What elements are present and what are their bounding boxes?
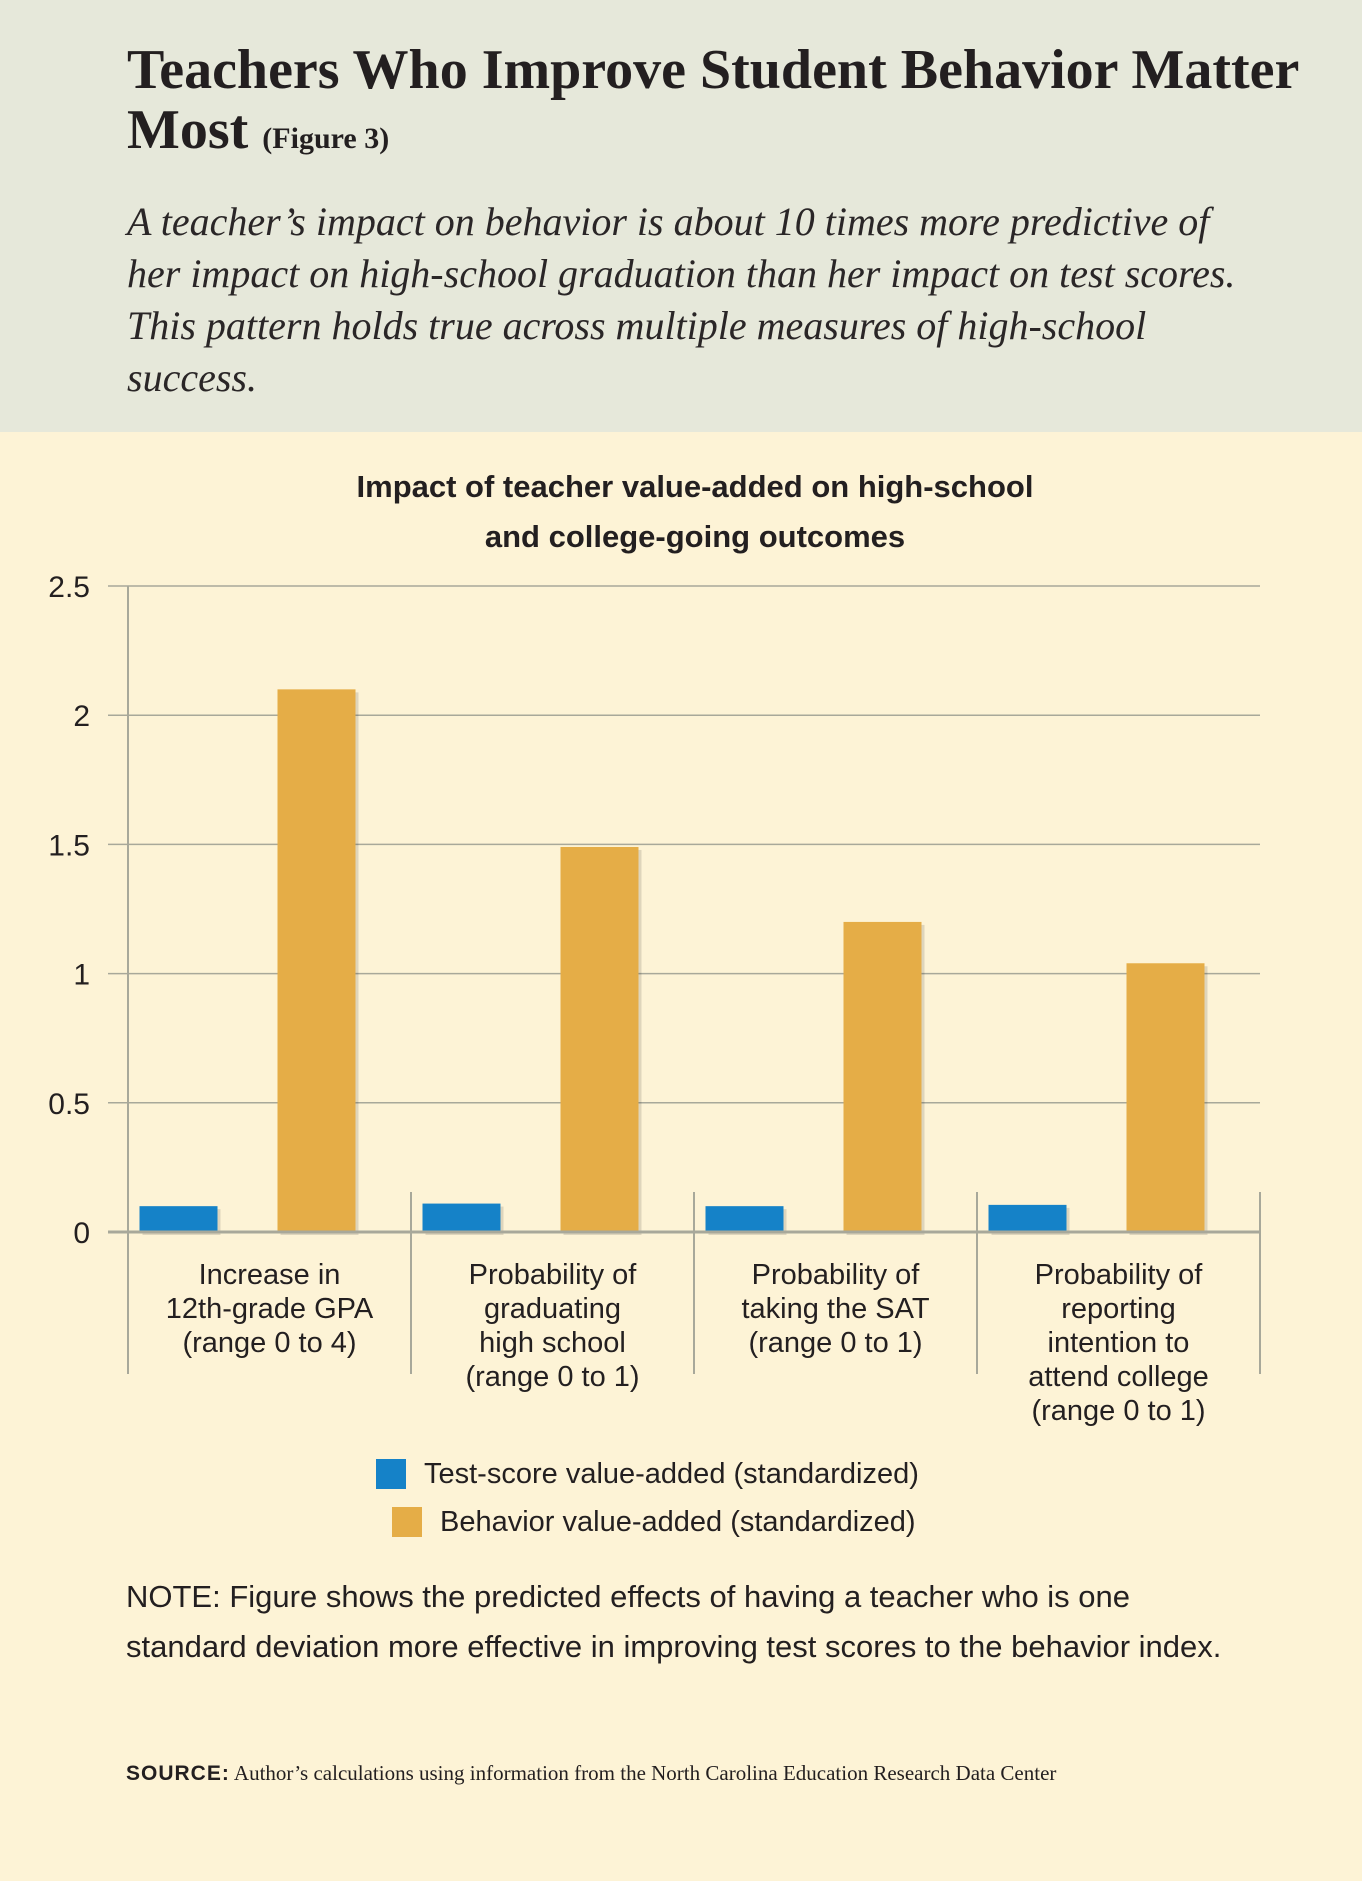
x-category-label: (range 0 to 4) xyxy=(182,1327,356,1359)
chart-note: NOTE: Figure shows the predicted effects… xyxy=(126,1579,1222,1664)
legend-swatch-test-score xyxy=(376,1459,406,1489)
chart-title-line: and college-going outcomes xyxy=(485,519,905,554)
x-category-label: attend college xyxy=(1028,1361,1209,1393)
x-category-label: high school xyxy=(479,1327,626,1359)
source-label: SOURCE: xyxy=(126,1762,230,1785)
source-citation: SOURCE: Author’s calculations using info… xyxy=(126,1759,1246,1788)
x-category-label: intention to xyxy=(1048,1327,1190,1359)
bar-behavior xyxy=(277,689,356,1232)
subtitle: A teacher’s impact on behavior is about … xyxy=(127,199,1236,400)
bar-behavior xyxy=(843,921,922,1232)
bar-behavior xyxy=(1126,963,1205,1232)
chart-title-line: Impact of teacher value-added on high-sc… xyxy=(357,469,1034,504)
legend-label-test-score: Test-score value-added (standardized) xyxy=(424,1457,919,1490)
x-category-label: Probability of xyxy=(752,1259,921,1291)
x-category-label: Probability of xyxy=(469,1259,638,1291)
title-text: Teachers Who Improve Student Behavior Ma… xyxy=(127,39,1299,161)
legend-label-behavior: Behavior value-added (standardized) xyxy=(440,1505,916,1538)
y-tick-label: 2.5 xyxy=(48,571,90,604)
bar-test-score xyxy=(422,1203,501,1232)
bar-behavior xyxy=(560,846,639,1232)
page-title: Teachers Who Improve Student Behavior Ma… xyxy=(127,40,1307,169)
x-category-label: 12th-grade GPA xyxy=(166,1293,374,1325)
x-category-label: Increase in xyxy=(199,1259,341,1291)
x-category-label: reporting xyxy=(1061,1293,1175,1325)
x-category-label: (range 0 to 1) xyxy=(465,1361,639,1393)
chart-legend: Test-score value-added (standardized) Be… xyxy=(376,1450,919,1546)
y-tick-label: 1 xyxy=(73,959,90,992)
y-tick-label: 0.5 xyxy=(48,1088,90,1121)
legend-item-behavior: Behavior value-added (standardized) xyxy=(392,1498,919,1546)
x-category-label: Probability of xyxy=(1035,1259,1204,1291)
y-tick-label: 1.5 xyxy=(48,829,90,862)
bar-chart: Impact of teacher value-added on high-sc… xyxy=(48,469,1261,1427)
legend-swatch-behavior xyxy=(392,1507,422,1537)
bar-test-score xyxy=(139,1206,218,1232)
legend-item-test-score: Test-score value-added (standardized) xyxy=(376,1450,919,1498)
header-panel: Teachers Who Improve Student Behavior Ma… xyxy=(0,0,1362,432)
y-tick-label: 2 xyxy=(73,700,90,733)
x-category-label: graduating xyxy=(484,1293,621,1325)
figure-label: (Figure 3) xyxy=(262,122,390,155)
bar-test-score xyxy=(705,1206,784,1232)
source-text: Author’s calculations using information … xyxy=(229,1761,1057,1785)
bar-test-score xyxy=(988,1204,1067,1232)
x-category-label: (range 0 to 1) xyxy=(1031,1395,1205,1427)
x-category-label: (range 0 to 1) xyxy=(748,1327,922,1359)
x-category-label: taking the SAT xyxy=(741,1293,929,1325)
y-tick-label: 0 xyxy=(73,1217,90,1250)
